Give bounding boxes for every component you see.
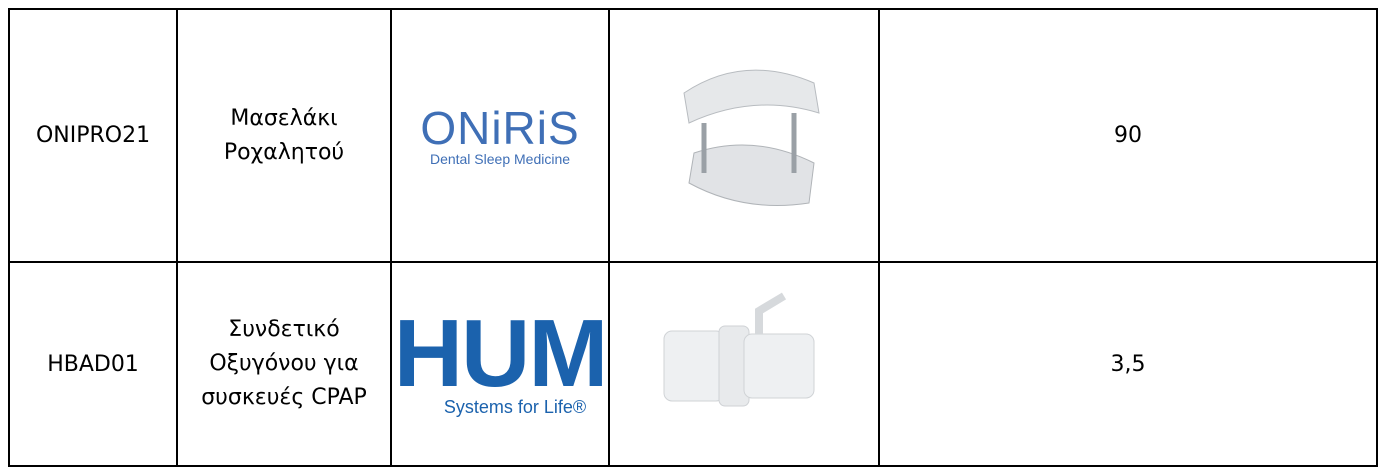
product-image (663, 292, 815, 407)
price-cell: 3,5 (878, 261, 1378, 467)
image-cell (608, 261, 880, 467)
product-image (683, 69, 820, 206)
table-row: ONIPRO21 Μασελάκι Ροχαλητού ONiRiS Denta… (8, 8, 1378, 263)
image-cell (608, 8, 880, 263)
price-cell: 90 (878, 8, 1378, 263)
code-cell: HBAD01 (8, 261, 178, 467)
name-line: Μασελάκι Ροχαλητού (223, 105, 345, 165)
name-line: Συνδετικό Οξυγόνου για (209, 317, 359, 376)
table-row: HBAD01 Συνδετικό Οξυγόνου για συσκευές C… (8, 261, 1378, 467)
brand-tagline: Dental Sleep Medicine (429, 150, 571, 167)
brand-logo: HUM (393, 299, 609, 407)
brand-tagline: Systems for Life® (443, 396, 587, 417)
name-cell: Μασελάκι Ροχαλητού (176, 8, 392, 263)
code-cell: ONIPRO21 (8, 8, 178, 263)
logo-cell: HUM Systems for Life® (390, 261, 610, 467)
brand-logo: ONiRiS (420, 101, 580, 154)
name-line: συσκευές CPAP (201, 385, 367, 410)
name-cell: Συνδετικό Οξυγόνου για συσκευές CPAP (176, 261, 392, 467)
product-table: ONIPRO21 Μασελάκι Ροχαλητού ONiRiS Denta… (8, 8, 1378, 467)
logo-cell: ONiRiS Dental Sleep Medicine (390, 8, 610, 263)
